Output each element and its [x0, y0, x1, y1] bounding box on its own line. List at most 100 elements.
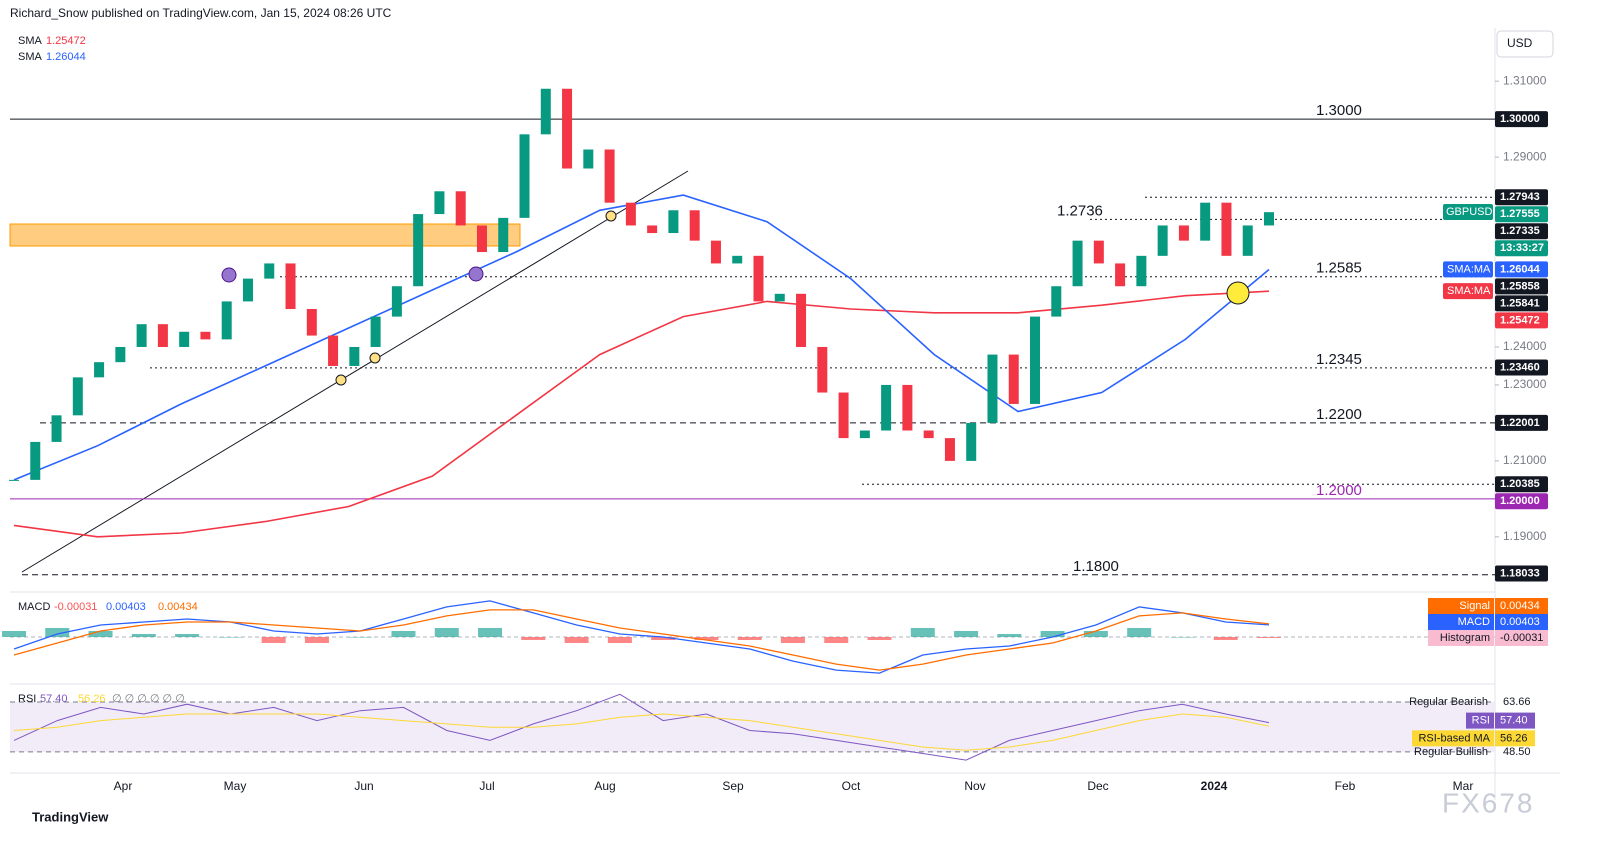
candle — [562, 88, 573, 169]
marker — [221, 267, 237, 283]
legend-value: 1.25472 — [46, 35, 86, 47]
marker — [468, 266, 484, 282]
candle — [1221, 202, 1232, 256]
candle — [455, 191, 466, 226]
histogram-bar — [175, 633, 200, 637]
histogram-bar — [607, 636, 632, 644]
histogram-bar — [651, 636, 676, 641]
x-tick-label: Apr — [114, 779, 133, 793]
candle — [604, 149, 615, 203]
histogram-bar — [131, 633, 156, 637]
y-tick-label: 1.31000 — [1503, 73, 1547, 87]
candle — [923, 430, 934, 439]
histogram-bar — [780, 636, 805, 644]
histogram-bar — [261, 636, 286, 644]
histogram-bar — [954, 630, 979, 637]
candle — [115, 346, 126, 363]
candle — [902, 384, 913, 431]
candle — [1178, 225, 1189, 241]
sma-tag: SMA:MA — [1447, 263, 1491, 275]
price-label-box — [1495, 278, 1548, 295]
candle — [370, 316, 381, 347]
pane-tag: MACD — [1458, 616, 1490, 628]
candle — [328, 335, 339, 366]
y-tick-label: 1.23000 — [1503, 377, 1547, 391]
rsi-line — [13, 693, 1270, 761]
histogram-bar — [1170, 636, 1195, 638]
candle — [987, 354, 998, 423]
currency-box[interactable] — [1496, 30, 1554, 58]
candle — [1242, 225, 1253, 256]
histogram-bar — [737, 636, 762, 641]
level-label: 1.2345 — [1316, 351, 1362, 368]
price-label-box — [1495, 414, 1548, 431]
marker — [605, 210, 617, 222]
candle — [774, 293, 785, 302]
pane-value-label: 0.00403 — [1500, 616, 1540, 628]
pane-tag-box — [1428, 630, 1494, 646]
candle — [859, 430, 870, 439]
sma-tag-box — [1443, 283, 1493, 300]
histogram-bar — [88, 630, 113, 637]
placeholders: ∅ ∅ ∅ ∅ ∅ ∅ — [112, 693, 185, 705]
candle — [1008, 354, 1019, 404]
pane-tag-box — [1428, 614, 1494, 630]
candle — [242, 278, 253, 302]
candle — [200, 331, 211, 340]
candle — [838, 392, 849, 439]
pane-title: MACD — [18, 601, 50, 613]
sma-tag: SMA:MA — [1447, 285, 1491, 297]
candle — [668, 210, 679, 234]
candle — [157, 324, 168, 347]
histogram-bar — [478, 627, 503, 637]
histogram-bar — [694, 636, 719, 641]
price-label: 1.22001 — [1500, 417, 1540, 429]
price-label-box — [1495, 312, 1548, 329]
price-label-box — [1495, 111, 1548, 128]
histogram-bar — [304, 636, 329, 644]
candle — [881, 384, 892, 431]
histogram-bar — [2, 630, 26, 637]
price-label: 1.20000 — [1500, 495, 1540, 507]
price-label-box — [1495, 476, 1548, 493]
pane-value-label: -0.00031 — [1500, 632, 1543, 644]
candle — [264, 263, 275, 279]
macd-line — [13, 609, 1270, 671]
candle — [72, 377, 83, 416]
currency[interactable]: USD — [1507, 36, 1533, 50]
candle — [625, 202, 636, 226]
candle — [349, 346, 360, 366]
pane-tag: RSI-based MA — [1418, 732, 1490, 744]
histogram-bar — [997, 633, 1022, 637]
marker — [369, 352, 381, 364]
candle — [817, 346, 828, 393]
pane-tag: Signal — [1459, 600, 1490, 612]
y-tick-label: 1.19000 — [1503, 529, 1547, 543]
candle — [1030, 316, 1041, 404]
band-value: 48.50 — [1503, 746, 1531, 758]
candle — [1093, 240, 1104, 264]
histogram-bar — [564, 636, 589, 644]
candle — [476, 225, 487, 253]
histogram-bar — [521, 636, 546, 641]
price-label: 1.25472 — [1500, 314, 1540, 326]
candle — [434, 191, 445, 215]
histogram-bar — [1257, 636, 1281, 638]
x-tick-label: Dec — [1087, 779, 1108, 793]
candle — [689, 210, 700, 241]
price-label-box — [1495, 240, 1548, 257]
footer-logo[interactable]: TradingView — [32, 809, 109, 824]
histogram-bar — [45, 627, 70, 637]
pane-value-label: 0.00434 — [1500, 600, 1540, 612]
price-label-box — [1495, 206, 1548, 223]
rsi-line — [13, 713, 1270, 751]
supply-zone — [9, 223, 521, 247]
pane-tag: Histogram — [1440, 632, 1490, 644]
candle — [179, 331, 190, 347]
pane-value: 56.26 — [78, 693, 106, 705]
candle — [94, 362, 105, 378]
pane-tag-box — [1428, 598, 1494, 614]
candle — [944, 438, 955, 461]
x-tick-label: Mar — [1453, 779, 1474, 793]
band-name: Regular Bullish — [1414, 746, 1488, 758]
